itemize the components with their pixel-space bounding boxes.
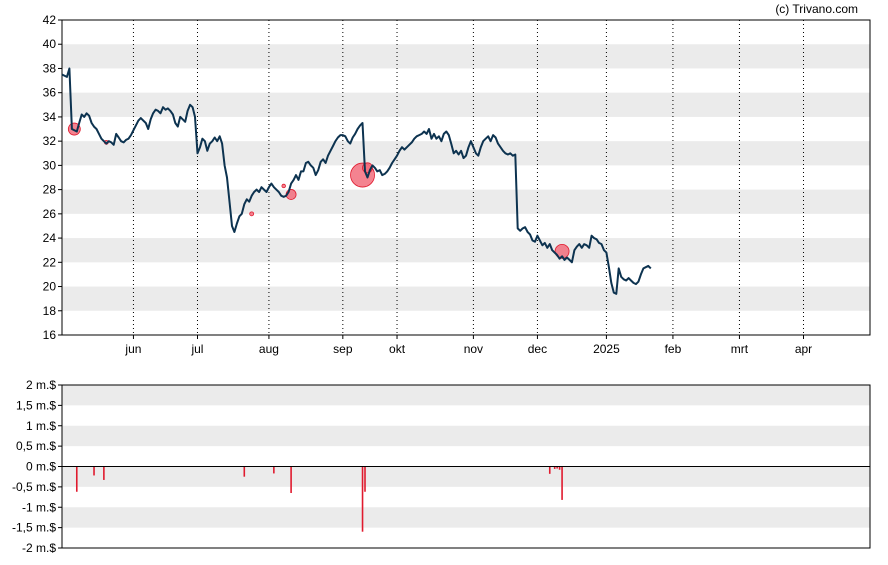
- trade-marker: [554, 244, 570, 259]
- x-tick-label: mrt: [731, 342, 749, 356]
- price-line: [61, 67, 652, 295]
- volume-band: [62, 385, 870, 406]
- y-tick-label: 22: [43, 255, 57, 269]
- y-tick-label: 20: [43, 280, 57, 294]
- volume-band: [62, 466, 870, 487]
- x-tick-label: aug: [259, 342, 279, 356]
- x-tick-label: jun: [124, 342, 141, 356]
- price-plot-frame: [61, 19, 871, 336]
- trade-marker: [249, 211, 255, 217]
- price-band: [62, 238, 870, 263]
- volume-band: [62, 507, 870, 528]
- volume-y-tick-label: -2 m.$: [22, 541, 56, 555]
- y-tick-label: 34: [43, 110, 57, 124]
- volume-panel: 2 m.$ 1,5 m.$ 1 m.$ 0,5 m.$ 0 m.$ -0,5 m.$ -1 …: [12, 378, 871, 555]
- volume-y-tick-label: -1 m.$: [22, 500, 56, 514]
- y-tick-label: 40: [43, 37, 57, 51]
- y-tick-label: 24: [43, 231, 57, 245]
- x-tick-label: jul: [190, 342, 203, 356]
- volume-y-tick-label: 2 m.$: [26, 378, 56, 392]
- volume-y-tick-label: 0 m.$: [26, 460, 56, 474]
- trade-marker: [281, 183, 286, 189]
- volume-y-tick-label: -0,5 m.$: [12, 480, 56, 494]
- y-tick-label: 38: [43, 61, 57, 75]
- x-tick-label: feb: [665, 342, 682, 356]
- y-tick-label: 16: [43, 328, 57, 342]
- price-band: [62, 92, 870, 117]
- x-tick-label: dec: [528, 342, 547, 356]
- volume-y-tick-label: -1,5 m.$: [12, 521, 56, 535]
- price-band: [62, 189, 870, 214]
- y-tick-label: 28: [43, 183, 57, 197]
- x-tick-label: nov: [464, 342, 483, 356]
- volume-y-tick-label: 0,5 m.$: [16, 439, 56, 453]
- x-tick-label: okt: [389, 342, 406, 356]
- y-tick-label: 26: [43, 207, 57, 221]
- y-tick-label: 18: [43, 304, 57, 318]
- y-tick-label: 42: [43, 13, 57, 27]
- price-panel: jun jul aug sep okt nov dec 2025 feb mrt apr 16 18 20…: [43, 13, 871, 356]
- volume-y-tick-label: 1 m.$: [26, 419, 56, 433]
- y-tick-label: 30: [43, 158, 57, 172]
- y-tick-label: 32: [43, 134, 57, 148]
- y-tick-label: 36: [43, 86, 57, 100]
- x-tick-label: sep: [333, 342, 353, 356]
- volume-band: [62, 425, 870, 447]
- credit-text: (c) Trivano.com: [775, 2, 858, 16]
- price-band: [62, 44, 870, 69]
- x-tick-label: 2025: [593, 342, 620, 356]
- x-tick-label: apr: [795, 342, 812, 356]
- price-band: [62, 286, 870, 311]
- volume-y-tick-label: 1,5 m.$: [16, 398, 56, 412]
